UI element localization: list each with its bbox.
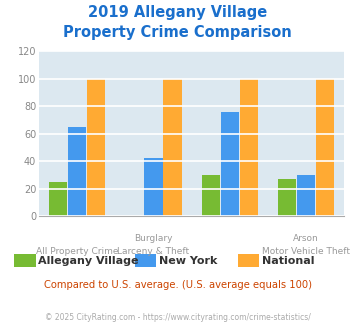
Text: Motor Vehicle Theft: Motor Vehicle Theft: [262, 248, 350, 256]
Text: Compared to U.S. average. (U.S. average equals 100): Compared to U.S. average. (U.S. average …: [44, 280, 311, 290]
Bar: [144, 158, 163, 216]
Text: Property Crime Comparison: Property Crime Comparison: [63, 25, 292, 40]
Text: All Property Crime: All Property Crime: [36, 248, 119, 256]
Text: Burglary: Burglary: [134, 234, 173, 243]
Text: National: National: [262, 256, 315, 266]
Text: 2019 Allegany Village: 2019 Allegany Village: [88, 5, 267, 20]
Bar: [163, 79, 182, 216]
Bar: [297, 175, 315, 216]
Bar: [202, 175, 220, 216]
Text: Allegany Village: Allegany Village: [38, 256, 139, 266]
Bar: [49, 182, 67, 216]
Bar: [221, 112, 239, 216]
Bar: [316, 79, 334, 216]
Text: Arson: Arson: [293, 234, 319, 243]
Text: © 2025 CityRating.com - https://www.cityrating.com/crime-statistics/: © 2025 CityRating.com - https://www.city…: [45, 313, 310, 322]
Text: New York: New York: [159, 256, 217, 266]
Text: Larceny & Theft: Larceny & Theft: [118, 248, 190, 256]
Bar: [278, 179, 296, 216]
Bar: [240, 79, 258, 216]
Bar: [68, 127, 86, 216]
Bar: [87, 79, 105, 216]
